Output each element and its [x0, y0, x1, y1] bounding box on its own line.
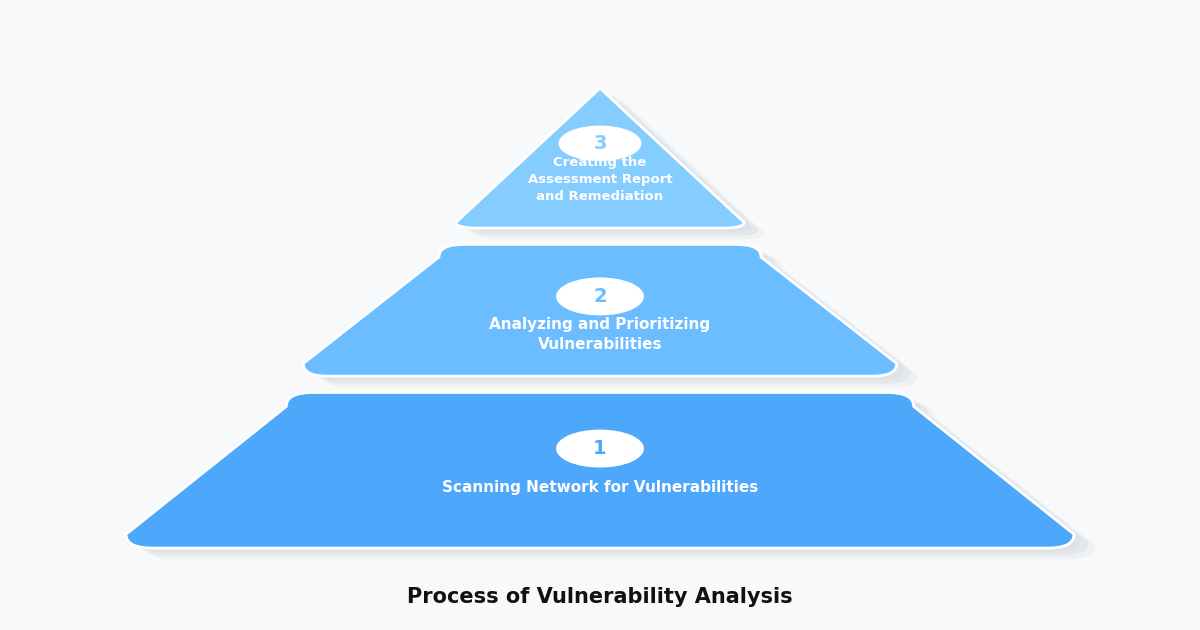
Ellipse shape [557, 430, 643, 467]
Text: Creating the
Assessment Report
and Remediation: Creating the Assessment Report and Remed… [528, 156, 672, 203]
Text: 1: 1 [593, 439, 607, 458]
PathPatch shape [456, 88, 744, 228]
PathPatch shape [470, 96, 758, 236]
PathPatch shape [311, 248, 904, 380]
PathPatch shape [148, 404, 1096, 559]
PathPatch shape [463, 92, 751, 232]
PathPatch shape [133, 396, 1081, 552]
Ellipse shape [559, 127, 641, 161]
PathPatch shape [126, 392, 1074, 548]
PathPatch shape [304, 244, 896, 376]
PathPatch shape [478, 100, 766, 239]
Ellipse shape [557, 278, 643, 315]
Text: 3: 3 [593, 134, 607, 153]
PathPatch shape [318, 252, 911, 384]
Text: Process of Vulnerability Analysis: Process of Vulnerability Analysis [407, 587, 793, 607]
Text: 2: 2 [593, 287, 607, 306]
PathPatch shape [140, 400, 1088, 556]
Text: Analyzing and Prioritizing
Vulnerabilities: Analyzing and Prioritizing Vulnerabiliti… [490, 316, 710, 352]
PathPatch shape [325, 256, 918, 387]
Text: Scanning Network for Vulnerabilities: Scanning Network for Vulnerabilities [442, 480, 758, 495]
